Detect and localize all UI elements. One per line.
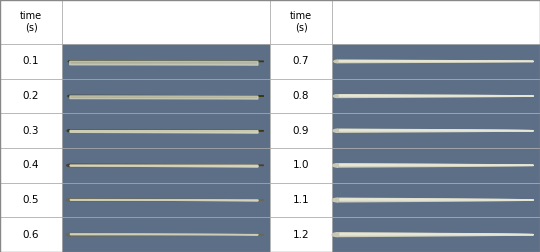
Text: 0.9: 0.9 bbox=[293, 126, 309, 136]
Text: time
(s): time (s) bbox=[290, 11, 312, 33]
Polygon shape bbox=[339, 61, 533, 62]
Polygon shape bbox=[70, 200, 258, 201]
Bar bbox=[62, 183, 270, 217]
Polygon shape bbox=[70, 234, 258, 235]
Bar bbox=[62, 217, 270, 252]
Polygon shape bbox=[340, 130, 533, 131]
Bar bbox=[0, 148, 62, 183]
Text: time
(s): time (s) bbox=[20, 11, 42, 33]
Polygon shape bbox=[70, 234, 258, 235]
Polygon shape bbox=[70, 165, 258, 167]
Polygon shape bbox=[70, 96, 258, 99]
Polygon shape bbox=[340, 200, 533, 201]
Polygon shape bbox=[332, 233, 534, 237]
Polygon shape bbox=[339, 61, 533, 62]
Bar bbox=[332, 183, 540, 217]
Bar bbox=[332, 0, 540, 44]
Text: 0.8: 0.8 bbox=[293, 91, 309, 101]
Polygon shape bbox=[340, 165, 533, 166]
Polygon shape bbox=[68, 96, 264, 97]
Bar bbox=[62, 44, 270, 79]
Bar bbox=[270, 44, 332, 79]
Bar bbox=[270, 217, 332, 252]
Bar bbox=[270, 113, 332, 148]
Text: 0.2: 0.2 bbox=[23, 91, 39, 101]
Bar bbox=[62, 113, 270, 148]
Bar bbox=[62, 0, 270, 44]
Bar bbox=[0, 217, 62, 252]
Bar bbox=[62, 79, 270, 113]
Polygon shape bbox=[340, 131, 533, 132]
Polygon shape bbox=[333, 129, 534, 132]
Polygon shape bbox=[66, 199, 264, 201]
Bar bbox=[270, 79, 332, 113]
Bar bbox=[332, 79, 540, 113]
Bar bbox=[62, 183, 270, 217]
Bar bbox=[0, 79, 62, 113]
Bar bbox=[0, 113, 62, 148]
Bar bbox=[0, 44, 62, 79]
Bar bbox=[332, 217, 540, 252]
Polygon shape bbox=[70, 200, 258, 201]
Bar bbox=[270, 0, 332, 44]
Bar bbox=[62, 44, 270, 79]
Bar bbox=[62, 148, 270, 183]
Bar bbox=[0, 183, 62, 217]
Bar bbox=[62, 113, 270, 148]
Polygon shape bbox=[70, 130, 258, 133]
Polygon shape bbox=[332, 198, 534, 202]
Text: 0.1: 0.1 bbox=[23, 56, 39, 67]
Text: 0.5: 0.5 bbox=[23, 195, 39, 205]
Polygon shape bbox=[333, 164, 534, 167]
Polygon shape bbox=[340, 164, 533, 165]
Bar bbox=[62, 217, 270, 252]
Polygon shape bbox=[339, 95, 533, 96]
Text: 1.0: 1.0 bbox=[293, 160, 309, 170]
Polygon shape bbox=[340, 234, 533, 235]
Polygon shape bbox=[340, 199, 533, 200]
Polygon shape bbox=[70, 200, 258, 201]
Polygon shape bbox=[70, 165, 258, 167]
Polygon shape bbox=[339, 96, 533, 97]
Bar bbox=[270, 183, 332, 217]
Polygon shape bbox=[70, 131, 258, 133]
Bar bbox=[62, 79, 270, 113]
Bar bbox=[62, 148, 270, 183]
Polygon shape bbox=[67, 130, 264, 132]
Polygon shape bbox=[340, 199, 533, 200]
Polygon shape bbox=[340, 165, 533, 166]
Polygon shape bbox=[340, 130, 533, 131]
Polygon shape bbox=[340, 235, 533, 236]
Polygon shape bbox=[67, 164, 264, 166]
Text: 0.3: 0.3 bbox=[23, 126, 39, 136]
Text: 1.1: 1.1 bbox=[293, 195, 309, 205]
Bar bbox=[332, 113, 540, 148]
Text: 0.6: 0.6 bbox=[23, 230, 39, 240]
Text: 0.4: 0.4 bbox=[23, 160, 39, 170]
Bar bbox=[270, 148, 332, 183]
Polygon shape bbox=[68, 61, 264, 62]
Bar bbox=[0, 0, 62, 44]
Bar bbox=[332, 44, 540, 79]
Polygon shape bbox=[66, 233, 264, 236]
Polygon shape bbox=[70, 165, 258, 167]
Polygon shape bbox=[334, 60, 534, 63]
Polygon shape bbox=[339, 60, 533, 61]
Polygon shape bbox=[333, 95, 534, 98]
Polygon shape bbox=[70, 61, 258, 65]
Bar bbox=[332, 148, 540, 183]
Text: 1.2: 1.2 bbox=[293, 230, 309, 240]
Text: 0.7: 0.7 bbox=[293, 56, 309, 67]
Polygon shape bbox=[340, 233, 533, 235]
